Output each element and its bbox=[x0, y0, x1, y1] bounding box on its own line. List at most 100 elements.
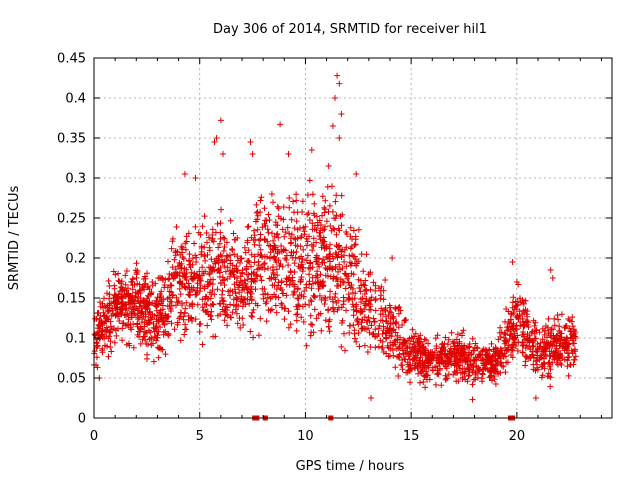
data-point bbox=[321, 245, 328, 252]
data-point bbox=[122, 293, 129, 300]
data-point bbox=[508, 311, 515, 318]
data-point bbox=[432, 381, 439, 388]
data-point bbox=[341, 252, 347, 259]
data-point bbox=[107, 329, 114, 336]
data-point bbox=[520, 329, 527, 335]
data-point bbox=[372, 287, 379, 294]
data-point bbox=[274, 272, 281, 279]
data-point bbox=[502, 337, 509, 344]
data-point bbox=[145, 283, 152, 290]
data-point bbox=[536, 329, 543, 336]
data-point bbox=[443, 353, 450, 360]
data-point bbox=[380, 311, 386, 318]
data-point bbox=[332, 249, 339, 256]
data-point bbox=[461, 342, 468, 349]
data-point bbox=[308, 329, 315, 336]
data-point bbox=[338, 320, 345, 326]
data-point bbox=[213, 257, 220, 264]
data-point bbox=[106, 333, 113, 340]
data-point bbox=[497, 369, 504, 376]
data-point bbox=[512, 298, 519, 305]
data-point bbox=[144, 305, 151, 312]
data-point bbox=[317, 279, 324, 286]
data-point bbox=[287, 240, 294, 247]
data-point bbox=[308, 321, 314, 328]
data-point bbox=[111, 325, 117, 332]
data-point bbox=[382, 277, 389, 283]
data-point bbox=[546, 359, 553, 366]
data-point bbox=[316, 233, 323, 239]
data-points bbox=[91, 72, 579, 421]
data-point bbox=[270, 237, 277, 244]
data-point bbox=[177, 278, 184, 285]
data-point bbox=[186, 257, 192, 264]
data-point bbox=[383, 329, 390, 336]
data-point bbox=[522, 345, 529, 352]
data-point bbox=[539, 336, 546, 343]
data-point bbox=[310, 280, 316, 287]
data-point bbox=[282, 229, 289, 236]
data-point bbox=[259, 285, 266, 292]
data-point bbox=[385, 353, 392, 360]
data-point bbox=[479, 366, 486, 373]
data-point bbox=[300, 246, 307, 253]
y-tick-label: 0.45 bbox=[57, 52, 86, 67]
data-point bbox=[329, 183, 335, 190]
data-point bbox=[293, 311, 300, 318]
data-point bbox=[378, 305, 385, 312]
data-point bbox=[521, 336, 528, 343]
data-point bbox=[370, 330, 377, 337]
data-point bbox=[207, 295, 214, 302]
data-point bbox=[202, 257, 209, 264]
data-point bbox=[233, 294, 240, 301]
data-point bbox=[347, 224, 354, 231]
data-point bbox=[347, 233, 354, 240]
data-point bbox=[309, 321, 316, 328]
data-point bbox=[171, 256, 178, 263]
data-point bbox=[350, 312, 357, 319]
data-point bbox=[166, 275, 173, 282]
data-point bbox=[383, 318, 390, 325]
y-tick-label: 0.35 bbox=[57, 132, 86, 147]
data-point bbox=[220, 234, 227, 241]
x-tick-label: 10 bbox=[297, 429, 314, 444]
data-point bbox=[216, 300, 223, 307]
data-point bbox=[123, 341, 130, 348]
data-point bbox=[448, 329, 455, 336]
data-point bbox=[537, 343, 544, 350]
data-point bbox=[194, 287, 201, 294]
data-point bbox=[306, 278, 313, 285]
data-point bbox=[253, 210, 260, 216]
data-point bbox=[186, 286, 193, 293]
data-point bbox=[502, 353, 509, 360]
data-point bbox=[410, 338, 417, 345]
data-point bbox=[201, 253, 208, 260]
data-point bbox=[338, 248, 345, 255]
data-point bbox=[306, 233, 312, 240]
data-point bbox=[278, 278, 285, 285]
data-point bbox=[210, 238, 217, 245]
data-point bbox=[457, 347, 463, 354]
data-point bbox=[390, 320, 396, 327]
data-point bbox=[137, 326, 144, 333]
data-point bbox=[189, 276, 196, 283]
data-point bbox=[272, 257, 279, 263]
data-point bbox=[131, 281, 138, 288]
data-point bbox=[186, 251, 193, 258]
data-point bbox=[209, 266, 216, 272]
data-point bbox=[304, 211, 311, 218]
data-point bbox=[161, 284, 168, 291]
data-point bbox=[503, 347, 510, 353]
data-point bbox=[274, 222, 281, 229]
data-point bbox=[115, 270, 122, 277]
data-point bbox=[444, 341, 451, 348]
data-point bbox=[272, 219, 279, 226]
data-point bbox=[270, 199, 276, 206]
data-point bbox=[220, 248, 227, 254]
data-point bbox=[97, 321, 104, 328]
data-point bbox=[245, 247, 252, 254]
data-point bbox=[426, 376, 433, 383]
data-point bbox=[133, 305, 140, 312]
data-point bbox=[317, 236, 324, 243]
data-point bbox=[565, 372, 572, 379]
